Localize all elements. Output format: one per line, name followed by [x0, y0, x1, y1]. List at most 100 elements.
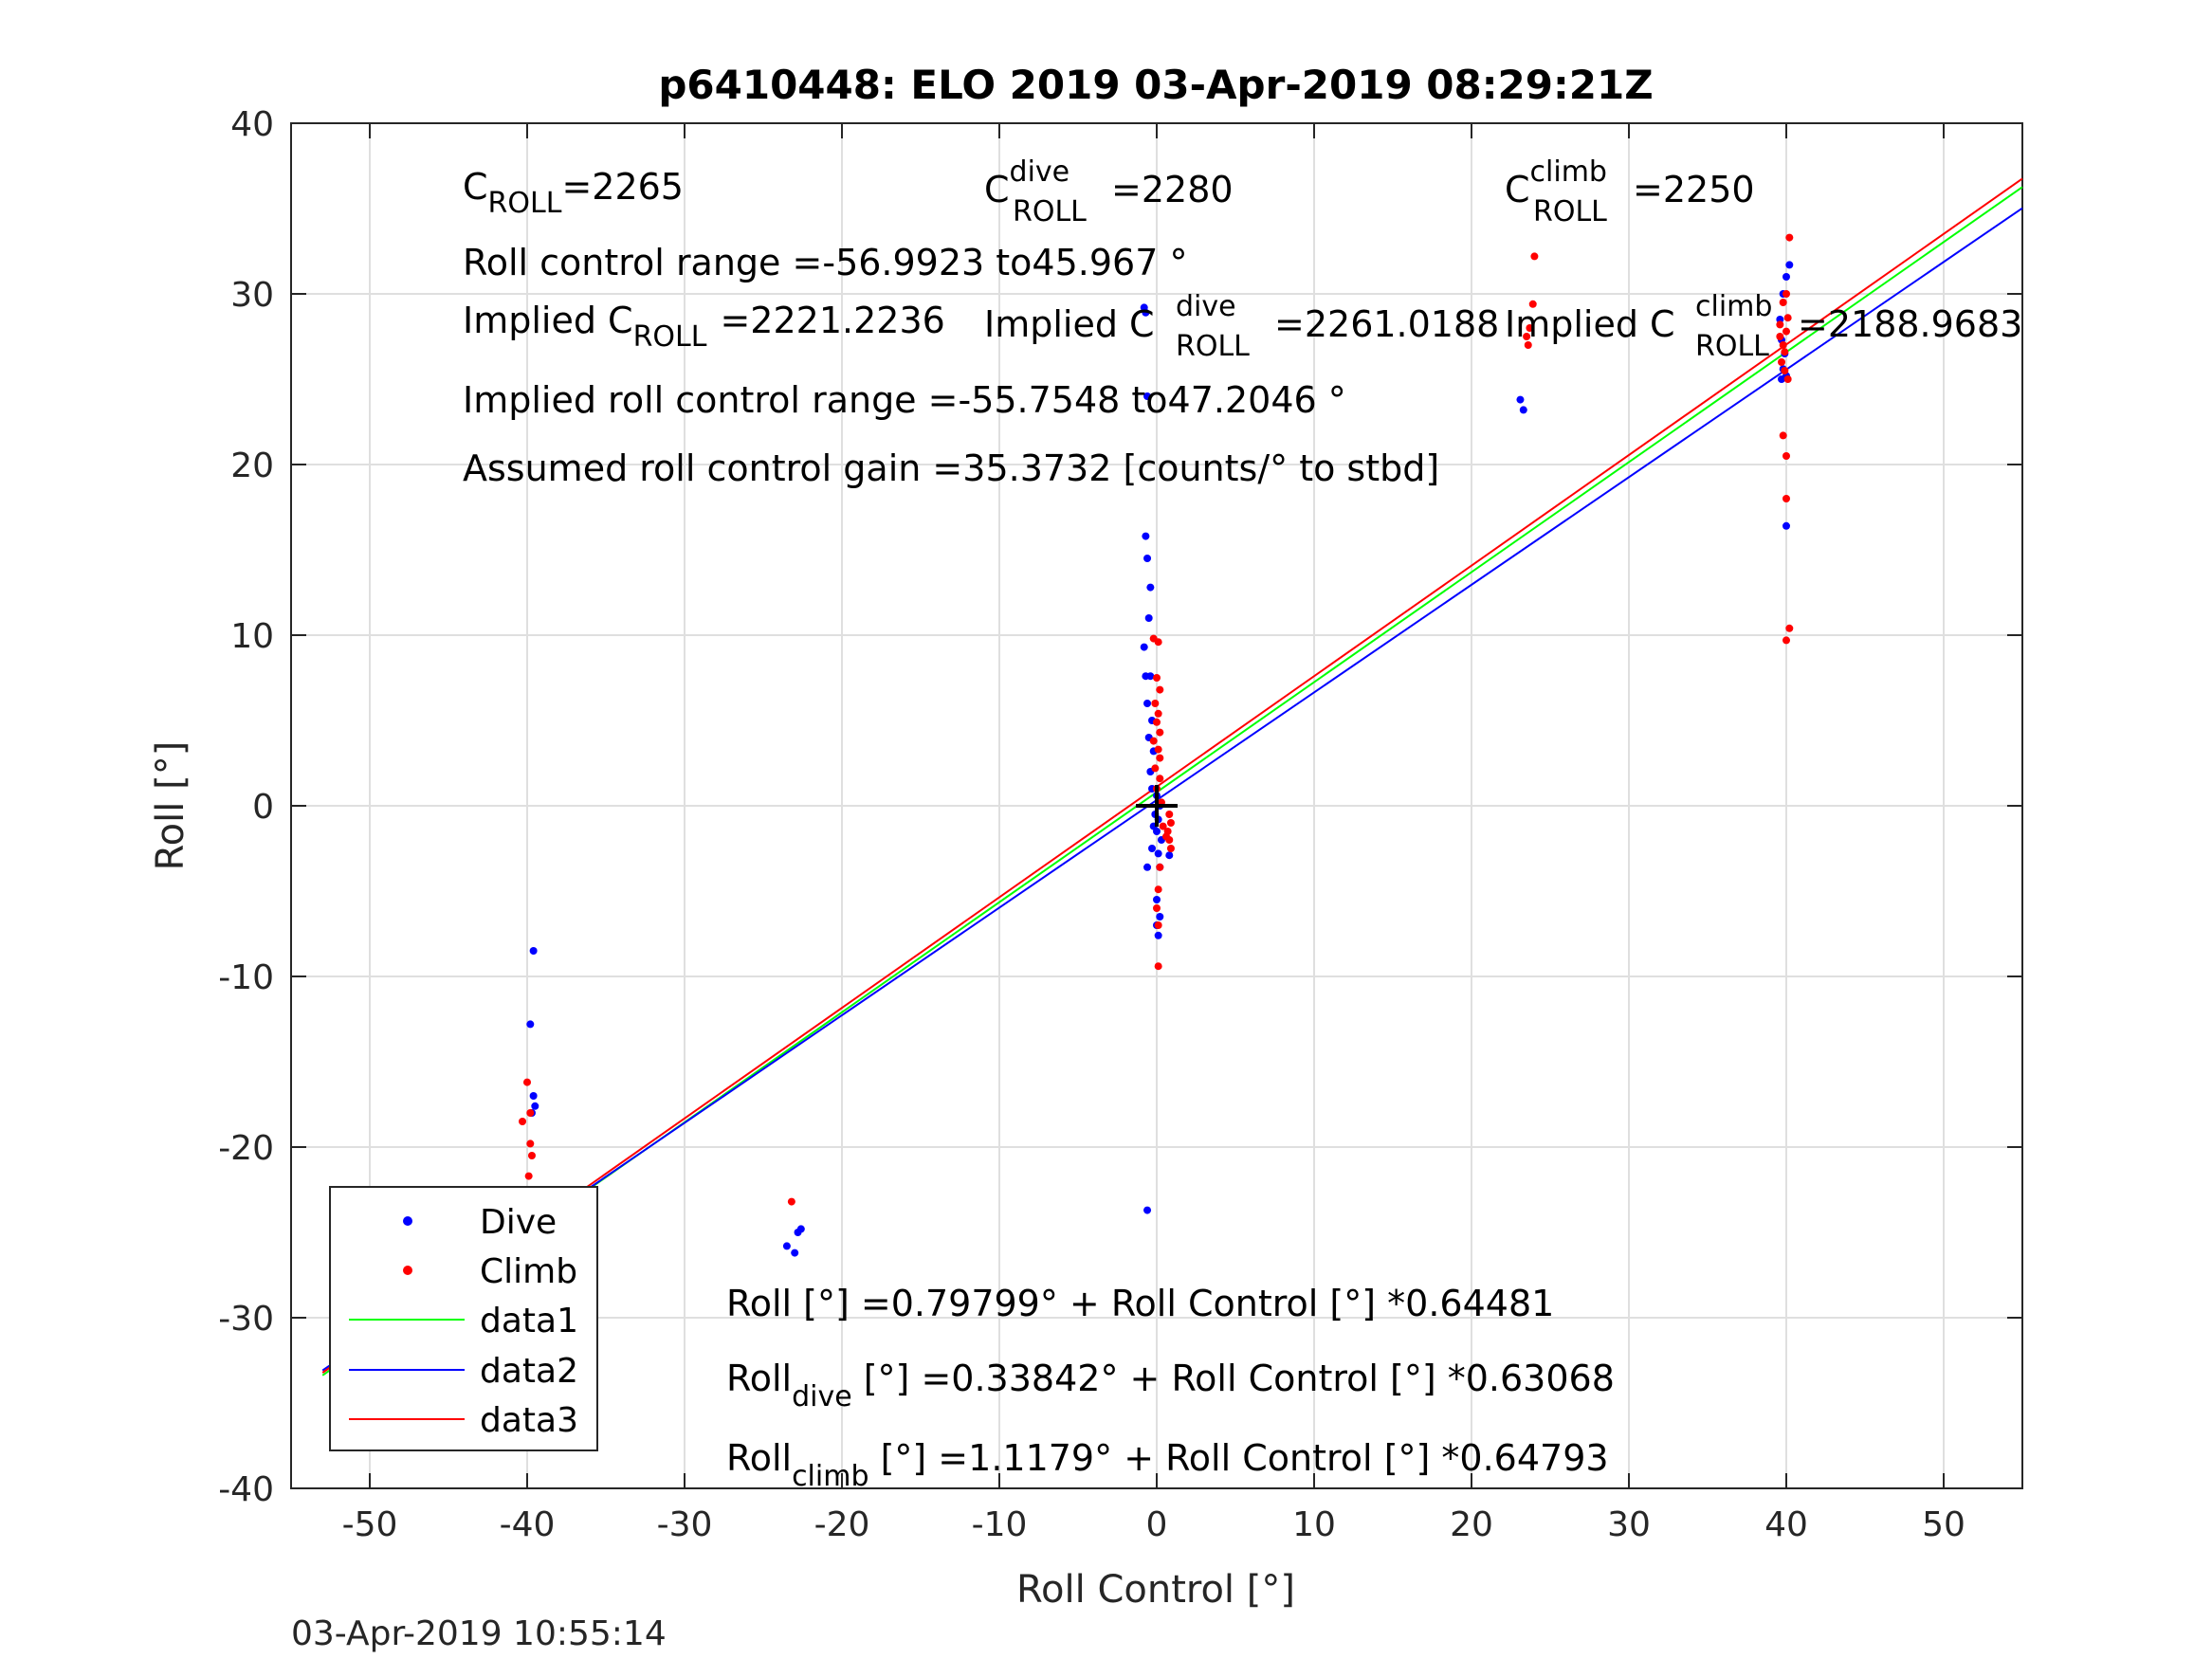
y-tick-label: 0 — [252, 788, 274, 827]
point-dive — [1153, 828, 1161, 835]
fit-climb-annotation: Rollclimb [°] =1.1179° + Roll Control [°… — [726, 1437, 1609, 1493]
point-dive — [1148, 845, 1157, 852]
assumed-gain-annotation: Assumed roll control gain =35.3732 [coun… — [463, 447, 1439, 489]
point-climb — [1149, 737, 1158, 745]
point-dive — [1143, 555, 1152, 562]
point-dive — [1143, 863, 1152, 871]
point-climb — [1782, 636, 1790, 645]
point-climb — [1156, 728, 1164, 737]
point-climb — [1156, 754, 1164, 762]
y-tick-label: -20 — [218, 1129, 274, 1168]
c-roll-dive-annotation: Cdive ROLL=2280 — [984, 155, 1234, 228]
point-dive — [1153, 896, 1161, 903]
x-tick-label: -40 — [500, 1505, 556, 1544]
legend-marker-dive — [403, 1216, 412, 1226]
point-dive — [782, 1242, 791, 1250]
point-climb — [1782, 327, 1790, 336]
point-climb — [1159, 822, 1167, 830]
x-tick-label: 40 — [1764, 1505, 1808, 1544]
point-dive — [1143, 700, 1152, 707]
fit-dive-annotation: Rolldive [°] =0.33842° + Roll Control [°… — [726, 1358, 1615, 1413]
x-tick-label: 0 — [1146, 1505, 1168, 1544]
fit-line-data3 — [321, 177, 2023, 1374]
point-climb — [1781, 348, 1789, 356]
point-climb — [1151, 700, 1160, 707]
point-climb — [1151, 764, 1160, 773]
point-climb — [1526, 324, 1534, 332]
legend-label-data2: data2 — [480, 1352, 578, 1391]
point-climb — [526, 1109, 535, 1117]
point-dive — [1154, 931, 1162, 939]
point-dive — [526, 1020, 535, 1029]
point-climb — [1161, 832, 1170, 841]
axis-ticks: -50 -40 -30 -20 -10 0 10 20 30 40 50 -40 -30 -20 -10 0 1… — [218, 105, 2022, 1544]
point-climb — [519, 1118, 527, 1125]
y-tick-label: -30 — [218, 1300, 274, 1339]
point-dive — [1782, 521, 1790, 530]
legend-label-dive: Dive — [480, 1203, 557, 1242]
point-climb — [1782, 290, 1790, 298]
y-tick-label: 30 — [230, 276, 274, 315]
point-climb — [1154, 745, 1162, 754]
point-dive — [794, 1229, 802, 1236]
point-dive — [1165, 851, 1174, 860]
point-dive — [1146, 672, 1155, 681]
point-climb — [1166, 819, 1175, 827]
implied-c-roll-annotation: Implied CROLL =2221.2236 — [463, 300, 945, 354]
point-dive — [1519, 406, 1527, 414]
point-climb — [1154, 638, 1162, 647]
x-tick-label: -30 — [657, 1505, 713, 1544]
chart-title: p6410448: ELO 2019 03-Apr-2019 08:29:21Z — [658, 62, 1653, 108]
point-dive — [1142, 308, 1150, 317]
fit-lines — [321, 177, 2023, 1376]
x-tick-label: -20 — [814, 1505, 870, 1544]
point-dive — [1146, 583, 1155, 592]
point-climb — [1156, 863, 1164, 871]
legend-label-data3: data3 — [480, 1401, 578, 1440]
y-tick-label: 40 — [230, 105, 274, 144]
point-dive — [1785, 261, 1794, 269]
point-climb — [787, 1197, 795, 1206]
point-dive — [1142, 532, 1150, 540]
x-tick-label: 30 — [1607, 1505, 1651, 1544]
point-dive — [1154, 849, 1162, 858]
point-climb — [1154, 885, 1162, 894]
point-climb — [1530, 252, 1539, 261]
legend-label-data1: data1 — [480, 1302, 578, 1340]
c-roll-annotation: CROLL=2265 — [463, 166, 684, 220]
implied-roll-control-range-annotation: Implied roll control range =-55.7548 to4… — [463, 379, 1346, 421]
roll-control-range-annotation: Roll control range =-56.9923 to45.967 ° — [463, 242, 1187, 283]
point-climb — [1154, 709, 1162, 718]
c-roll-climb-annotation: Cclimb ROLL=2250 — [1505, 155, 1755, 228]
y-axis-label: Roll [°] — [149, 741, 192, 871]
annotations: CROLL=2265 Cdive ROLL=2280 Cclimb ROLL=225… — [463, 155, 2022, 1493]
point-dive — [1782, 273, 1790, 281]
point-climb — [1781, 367, 1789, 374]
point-climb — [1153, 718, 1161, 726]
legend-label-climb: Climb — [480, 1252, 577, 1291]
legend: Dive Climb data1 data2 data3 — [329, 1186, 598, 1451]
y-tick-label: 20 — [230, 447, 274, 485]
point-climb — [1785, 624, 1794, 632]
point-climb — [1779, 431, 1787, 440]
point-climb — [1165, 811, 1174, 818]
x-tick-label: -50 — [342, 1505, 398, 1544]
y-tick-label: -10 — [218, 958, 274, 997]
point-climb — [523, 1078, 531, 1086]
point-climb — [1776, 320, 1784, 329]
point-climb — [1785, 233, 1794, 242]
point-dive — [1143, 392, 1152, 400]
point-dive — [529, 947, 538, 955]
x-tick-label: -10 — [972, 1505, 1028, 1544]
point-climb — [1783, 375, 1792, 383]
point-dive — [791, 1249, 799, 1257]
legend-marker-climb — [403, 1266, 412, 1275]
y-tick-label: -40 — [218, 1470, 274, 1509]
point-climb — [1783, 314, 1792, 322]
point-climb — [1782, 452, 1790, 460]
point-climb — [526, 1139, 535, 1148]
point-climb — [527, 1152, 536, 1159]
timestamp: 03-Apr-2019 10:55:14 — [291, 1614, 667, 1653]
y-tick-label: 10 — [230, 617, 274, 656]
